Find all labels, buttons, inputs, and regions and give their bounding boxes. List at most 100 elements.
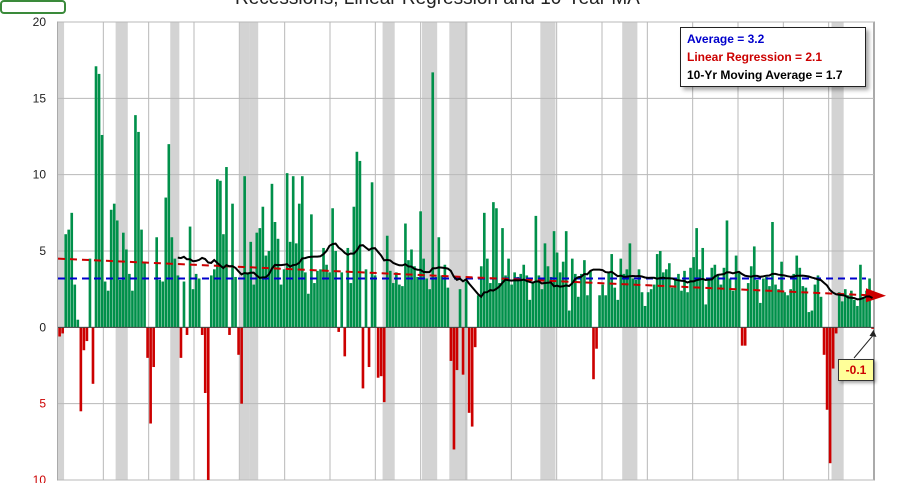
bar — [228, 327, 231, 335]
bar — [719, 284, 723, 328]
bar — [795, 255, 799, 328]
legend-moving-average: 10-Yr Moving Average = 1.7 — [687, 68, 843, 82]
bar — [452, 327, 456, 450]
y-tick-label: 15 — [33, 91, 47, 105]
bar — [868, 278, 871, 328]
bar — [115, 220, 119, 328]
bar — [859, 264, 862, 328]
chart-title: Recessions, Linear Regression and 10-Yea… — [235, 0, 640, 10]
legend-average: Average = 3.2 — [687, 32, 765, 46]
bar — [652, 284, 656, 328]
bar — [531, 281, 535, 328]
bar — [519, 273, 523, 328]
bar — [643, 305, 647, 328]
bar — [504, 275, 507, 328]
bar — [555, 252, 559, 328]
bar — [853, 299, 856, 328]
bar — [595, 327, 598, 349]
bar — [391, 283, 395, 328]
bar — [713, 264, 717, 328]
bar — [182, 281, 186, 328]
bar — [871, 327, 874, 329]
callout-pointer-head — [869, 329, 877, 337]
bar — [194, 273, 198, 328]
bar — [179, 327, 183, 358]
bar — [759, 302, 762, 328]
bar — [543, 243, 547, 328]
y-tick-label: 10 — [33, 168, 47, 182]
bar — [319, 269, 322, 328]
bar — [428, 289, 432, 328]
bar — [106, 290, 110, 328]
bar — [325, 264, 328, 328]
bar — [328, 272, 331, 328]
bar — [304, 272, 307, 328]
bar — [164, 197, 168, 328]
bar — [762, 278, 765, 328]
bar — [234, 276, 237, 328]
bar — [291, 176, 295, 328]
bar — [203, 327, 207, 393]
bar — [282, 269, 286, 328]
bar — [774, 284, 777, 328]
bar — [607, 272, 610, 328]
y-tick-label: 10 — [33, 473, 47, 483]
bar — [379, 327, 383, 377]
bar — [128, 273, 131, 328]
bar — [243, 176, 246, 328]
bar — [401, 286, 404, 328]
bar — [467, 327, 471, 413]
bar — [416, 276, 419, 328]
bar — [831, 327, 835, 369]
bar — [337, 327, 341, 332]
bar — [516, 276, 519, 328]
bar — [219, 180, 222, 328]
bar — [294, 243, 298, 328]
bar — [655, 254, 659, 328]
bar — [176, 275, 180, 328]
bar — [288, 241, 292, 328]
bar — [573, 273, 577, 328]
bar — [240, 327, 243, 404]
bar — [216, 179, 219, 328]
bar — [134, 115, 137, 328]
bar — [404, 223, 407, 328]
bar — [646, 292, 650, 328]
bar — [737, 272, 741, 328]
bar — [780, 261, 783, 328]
bar — [698, 269, 701, 328]
bar — [143, 261, 146, 328]
bar — [161, 281, 165, 328]
bar — [125, 249, 128, 328]
bar — [440, 275, 444, 328]
bar — [746, 283, 750, 328]
bar — [73, 284, 77, 328]
bar — [340, 272, 344, 328]
bar — [307, 293, 310, 328]
bar — [482, 212, 486, 328]
bar — [792, 273, 796, 328]
bar — [322, 247, 325, 328]
bar — [352, 206, 356, 328]
bar — [346, 247, 350, 328]
bar — [634, 280, 638, 328]
bar — [561, 261, 565, 328]
bar — [819, 296, 823, 328]
regression-arrow — [866, 288, 886, 303]
bar — [734, 255, 738, 328]
bar — [625, 269, 629, 328]
bar — [279, 284, 283, 328]
bar — [798, 267, 802, 328]
bar — [804, 287, 808, 328]
bar — [789, 289, 792, 328]
bar — [610, 254, 614, 328]
bar — [200, 327, 204, 335]
bar — [476, 295, 480, 328]
bar — [437, 237, 441, 328]
bar — [683, 270, 686, 328]
bar — [631, 278, 635, 328]
legend-regression: Linear Regression = 2.1 — [687, 50, 823, 64]
bar — [783, 292, 786, 328]
bar — [188, 226, 192, 328]
